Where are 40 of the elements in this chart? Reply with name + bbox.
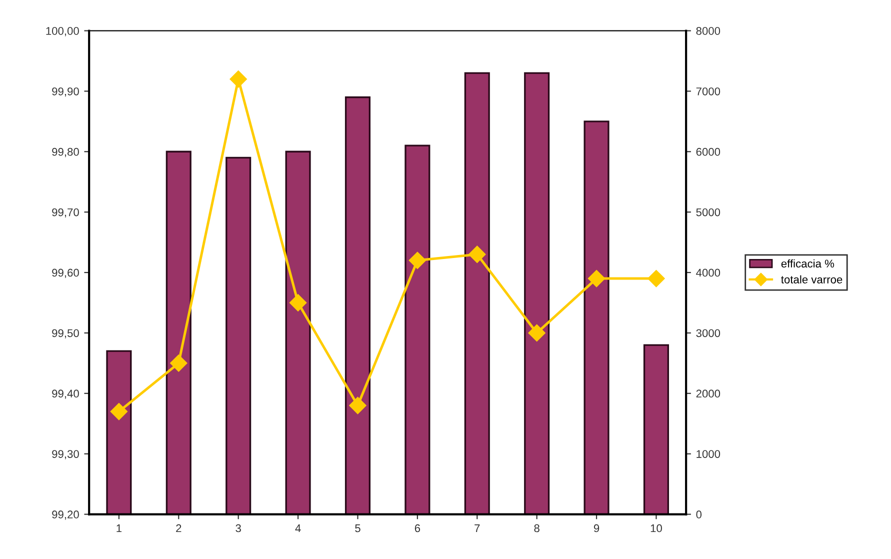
point [468,246,486,263]
y-tick-label: 99,90 [52,87,79,97]
y2-tick-label: 0 [696,510,702,518]
x-tick-label: 10 [650,524,662,532]
legend-label: efficacia % [781,259,834,268]
x-tick-label: 9 [594,524,600,532]
y-tick-label: 99,60 [52,268,79,278]
point [230,70,247,88]
y-tick-label: 99,80 [52,148,79,158]
point [588,270,606,288]
y-tick-label: 99,20 [52,510,79,520]
y-tick-label: 100,00 [46,27,79,36]
y2-tick-label: 2000 [696,390,720,398]
x-tick-label: 5 [355,524,360,532]
x-tick-label: 3 [236,524,241,532]
x-tick-label: 2 [176,524,182,532]
point [528,324,546,342]
y2-tick-label: 8000 [696,27,720,35]
y2-tick-label: 3000 [696,329,720,338]
y2-tick-label: 6000 [696,148,720,156]
y2-tick-label: 4000 [696,268,720,277]
point [110,402,128,420]
y-tick-label: 99,30 [52,450,79,460]
y2-tick-label: 7000 [696,87,720,96]
x-tick-label: 4 [295,524,301,532]
x-tick-label: 7 [474,524,480,532]
legend-label: totale varroe [781,275,842,284]
x-tick-label: 1 [116,524,122,532]
point [289,294,307,312]
y-tick-label: 99,40 [52,390,79,399]
x-tick-label: 6 [414,524,420,532]
point [170,354,188,372]
x-tick-label: 8 [534,524,540,532]
point [349,396,366,414]
y2-tick-label: 5000 [696,208,720,216]
point [408,252,426,269]
y2-tick-label: 1000 [696,450,720,458]
y-tick-label: 99,50 [52,329,79,338]
y-tick-label: 99,70 [52,208,79,218]
point [648,270,665,288]
